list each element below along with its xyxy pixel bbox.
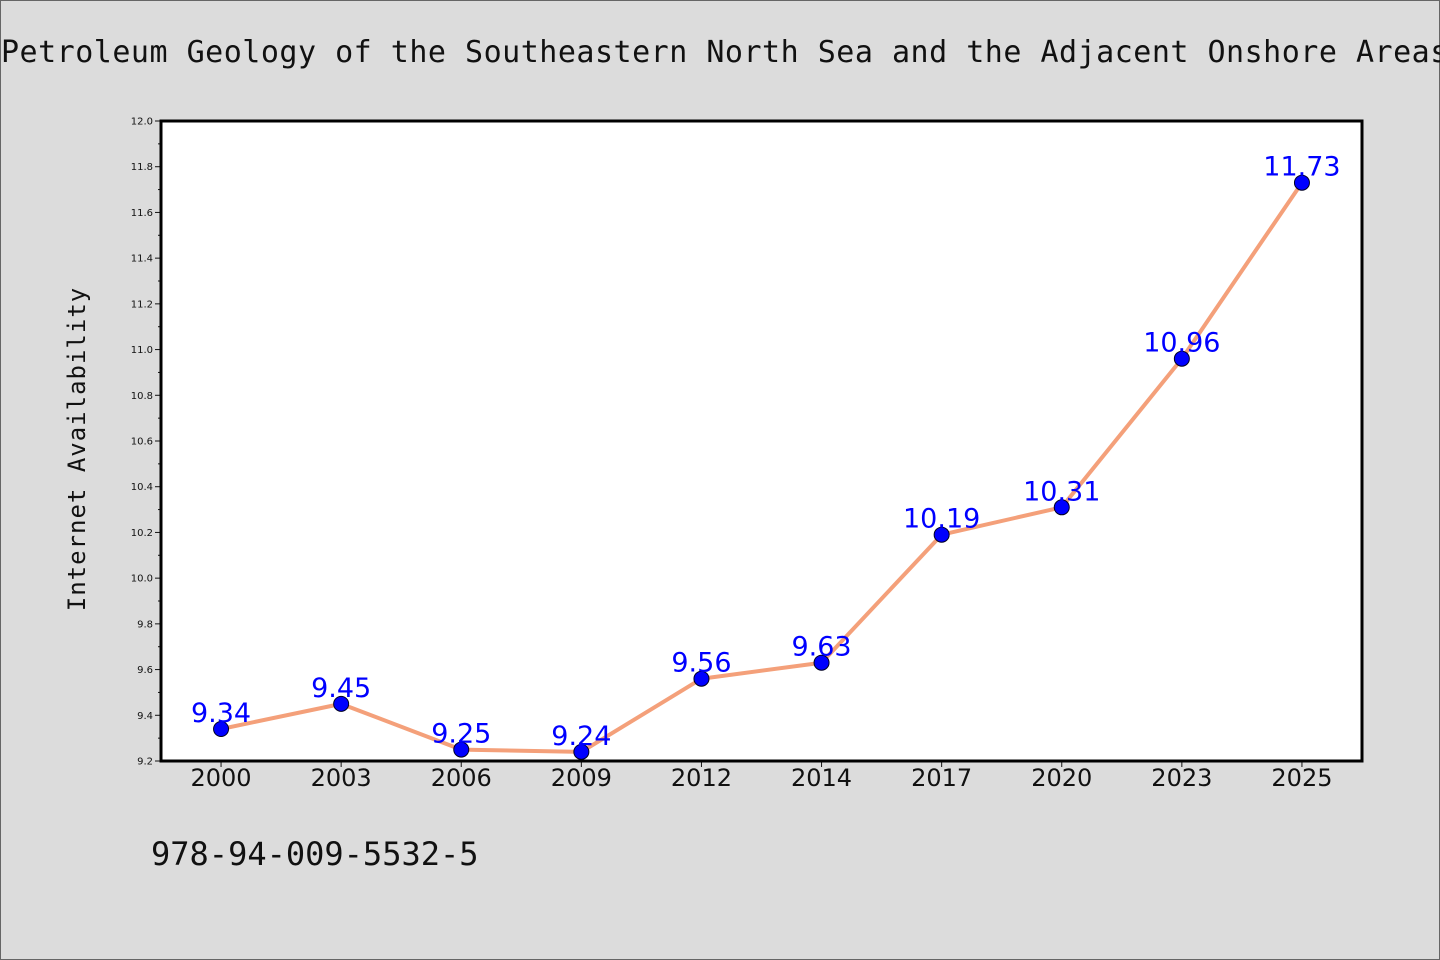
data-point xyxy=(693,670,710,687)
data-point xyxy=(933,526,950,543)
footer-note: 978-94-009-5532-5 xyxy=(151,835,479,873)
data-label: 9.63 xyxy=(791,632,851,663)
data-point xyxy=(453,741,470,758)
chart-title: Petroleum Geology of the Southeastern No… xyxy=(1,35,1440,70)
y-tick-label: 9.8 xyxy=(137,619,153,630)
data-label: 9.45 xyxy=(311,673,371,704)
data-label: 10.31 xyxy=(1023,476,1100,507)
data-label: 9.56 xyxy=(671,648,731,679)
y-tick-label: 10.2 xyxy=(131,528,153,539)
data-label: 10.19 xyxy=(903,504,980,535)
x-tick-label: 2012 xyxy=(671,764,732,792)
data-point xyxy=(813,654,830,671)
y-tick-label: 10.8 xyxy=(131,391,153,402)
x-tick-label: 2000 xyxy=(191,764,252,792)
y-tick-label: 9.6 xyxy=(137,665,153,676)
data-label: 11.73 xyxy=(1263,152,1340,183)
data-label: 9.24 xyxy=(551,721,611,752)
y-axis-label: Internet Availability xyxy=(63,287,91,611)
x-tick-label: 2009 xyxy=(551,764,612,792)
y-tick-label: 9.2 xyxy=(137,757,153,768)
data-point xyxy=(333,695,350,712)
x-tick-label: 2020 xyxy=(1031,764,1092,792)
data-label: 9.34 xyxy=(191,698,251,729)
y-tick-label: 11.8 xyxy=(131,162,153,173)
data-point xyxy=(1293,174,1310,191)
x-tick-label: 2014 xyxy=(791,764,852,792)
y-tick-label: 10.4 xyxy=(131,482,153,493)
y-tick-label: 11.0 xyxy=(131,345,153,356)
plot-frame xyxy=(159,119,1364,763)
y-tick-label: 9.4 xyxy=(137,711,153,722)
y-tick-label: 11.2 xyxy=(131,299,153,310)
data-label: 9.25 xyxy=(431,719,491,750)
data-point xyxy=(573,743,590,760)
series-line xyxy=(219,180,1304,754)
data-point xyxy=(1173,350,1190,367)
data-point xyxy=(1053,499,1070,516)
plot-area xyxy=(161,121,1362,761)
x-tick-label: 2023 xyxy=(1151,764,1212,792)
y-tick-label: 11.4 xyxy=(131,254,153,265)
x-tick-label: 2017 xyxy=(911,764,972,792)
x-tick-label: 2025 xyxy=(1271,764,1332,792)
y-tick-label: 10.6 xyxy=(131,437,153,448)
y-tick-label: 10.0 xyxy=(131,574,153,585)
x-tick-label: 2003 xyxy=(311,764,372,792)
data-label: 10.96 xyxy=(1143,328,1220,359)
x-tick-label: 2006 xyxy=(431,764,492,792)
y-tick-label: 12.0 xyxy=(131,117,153,128)
data-point xyxy=(213,721,230,737)
y-tick-label: 11.6 xyxy=(131,208,153,219)
